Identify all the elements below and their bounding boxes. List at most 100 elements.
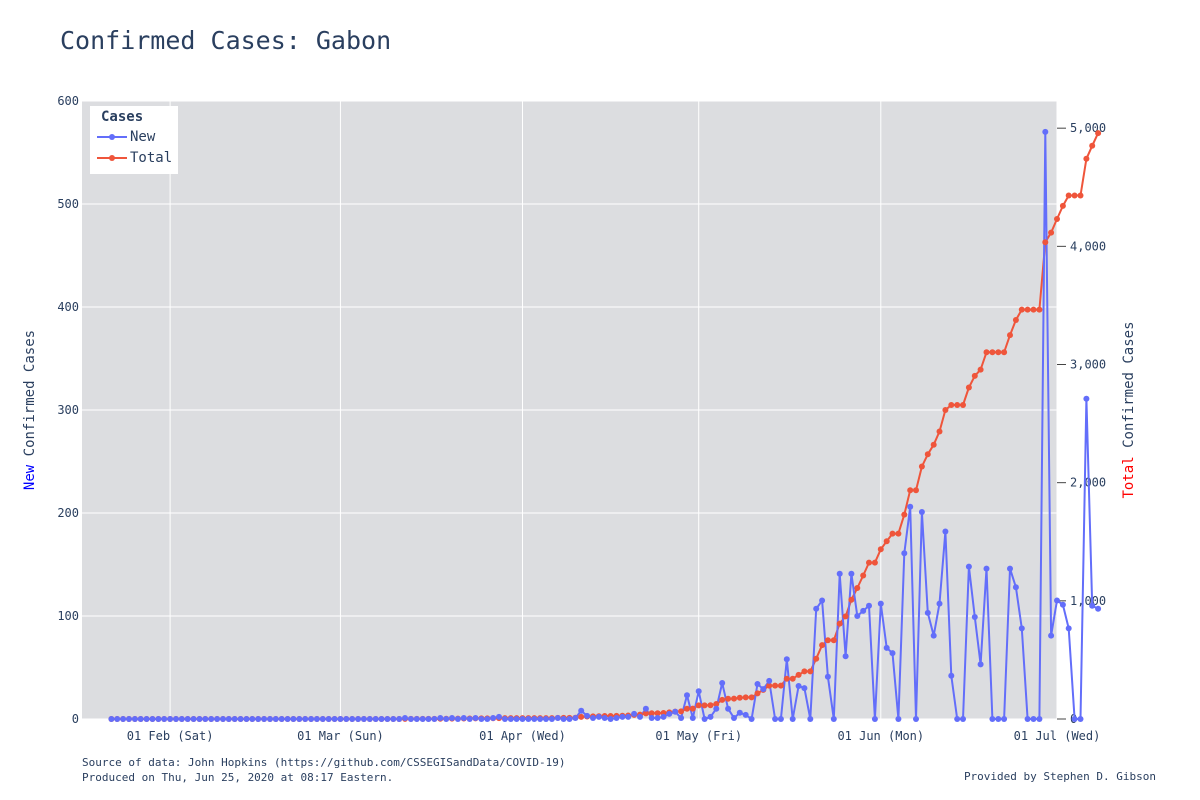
- data-point-new: [396, 716, 403, 722]
- data-point-new: [114, 716, 121, 722]
- data-point-total: [989, 349, 996, 356]
- data-point-new: [237, 716, 244, 722]
- data-point-new: [742, 711, 749, 718]
- data-point-total: [754, 690, 761, 697]
- y-left-tick-label: 500: [57, 197, 79, 211]
- provided-note: Provided by Stephen D. Gibson: [963, 770, 1156, 783]
- data-point-new: [572, 715, 579, 721]
- data-point-new: [684, 692, 690, 699]
- data-point-new: [478, 716, 485, 722]
- data-point-new: [1054, 597, 1060, 604]
- data-point-new: [819, 597, 826, 604]
- data-point-new: [795, 683, 802, 689]
- data-point-new: [131, 716, 138, 722]
- data-point-new: [689, 715, 696, 721]
- data-point-total: [748, 694, 755, 701]
- data-point-new: [936, 600, 943, 607]
- data-point-total: [772, 682, 779, 689]
- data-point-total: [795, 671, 802, 678]
- data-point-new: [1007, 565, 1013, 572]
- data-point-new: [149, 716, 156, 722]
- data-point-new: [777, 716, 784, 722]
- data-point-new: [313, 716, 320, 722]
- data-point-new: [196, 716, 203, 722]
- data-point-new: [543, 716, 549, 722]
- data-point-new: [1089, 602, 1096, 609]
- data-point-new: [883, 644, 890, 651]
- data-point-new: [284, 716, 291, 722]
- data-point-new: [954, 716, 961, 722]
- data-point-new: [566, 716, 573, 722]
- data-point-total: [830, 637, 837, 644]
- data-point-new: [407, 716, 414, 722]
- data-point-total: [1012, 317, 1019, 323]
- legend-swatch-new: [97, 134, 127, 140]
- data-point-total: [1042, 239, 1049, 246]
- data-point-new: [302, 716, 309, 722]
- data-point-total: [836, 620, 843, 627]
- data-point-new: [760, 686, 767, 693]
- data-point-new: [272, 716, 279, 722]
- x-tick-label: 01 May (Fri): [655, 729, 742, 743]
- data-point-total: [930, 441, 937, 448]
- data-point-new: [813, 605, 820, 612]
- data-point-new: [525, 716, 532, 722]
- data-point-new: [466, 716, 473, 722]
- data-point-new: [225, 716, 232, 722]
- data-point-new: [1042, 128, 1049, 135]
- data-point-total: [889, 530, 896, 537]
- data-point-new: [736, 709, 743, 716]
- x-tick-label: 01 Apr (Wed): [479, 729, 566, 743]
- legend-item-total[interactable]: Total: [96, 150, 172, 166]
- data-point-new: [255, 716, 262, 722]
- data-point-total: [789, 675, 796, 682]
- data-point-new: [261, 716, 268, 722]
- y-left-tick-label: 0: [72, 712, 79, 726]
- data-point-total: [701, 702, 708, 709]
- data-point-new: [231, 716, 238, 722]
- data-point-new: [842, 653, 849, 660]
- data-point-total: [736, 694, 743, 701]
- data-point-new: [654, 715, 661, 721]
- data-point-total: [824, 637, 831, 644]
- data-point-new: [584, 712, 591, 719]
- data-point-new: [901, 550, 908, 557]
- data-point-total: [954, 402, 961, 408]
- data-point-new: [854, 613, 861, 619]
- data-point-new: [120, 716, 127, 722]
- data-point-total: [684, 705, 690, 712]
- produced-note: Produced on Thu, Jun 25, 2020 at 08:17 E…: [82, 771, 394, 784]
- data-point-new: [631, 710, 638, 717]
- y-left-tick-label: 600: [57, 94, 79, 108]
- data-point-new: [472, 715, 479, 721]
- data-point-new: [989, 716, 996, 722]
- y-axis-left-label: New Confirmed Cases: [22, 330, 38, 490]
- data-point-new: [308, 716, 315, 722]
- data-point-total: [871, 559, 878, 566]
- data-point-new: [267, 716, 273, 722]
- data-point-new: [143, 716, 150, 722]
- data-point-new: [1024, 716, 1031, 722]
- data-point-new: [789, 716, 796, 722]
- data-point-new: [725, 705, 732, 712]
- data-point-new: [830, 716, 837, 722]
- data-point-new: [672, 708, 679, 715]
- data-point-new: [1001, 716, 1008, 722]
- data-point-new: [501, 716, 508, 722]
- data-point-new: [666, 710, 673, 717]
- data-point-total: [1036, 306, 1043, 313]
- data-point-total: [648, 710, 655, 717]
- data-point-new: [355, 716, 362, 722]
- x-axis: 01 Feb (Sat) 01 Mar (Sun) 01 Apr (Wed) 01 M…: [127, 729, 1101, 743]
- data-point-new: [554, 715, 561, 721]
- data-point-new: [895, 716, 902, 722]
- data-point-new: [519, 716, 526, 722]
- legend-item-new[interactable]: New: [96, 129, 155, 145]
- data-point-new: [625, 713, 632, 720]
- data-point-new: [578, 707, 585, 714]
- data-point-new: [801, 685, 808, 692]
- data-point-new: [977, 661, 984, 668]
- data-point-new: [155, 716, 162, 722]
- data-point-new: [413, 716, 420, 722]
- data-point-total: [1077, 192, 1084, 199]
